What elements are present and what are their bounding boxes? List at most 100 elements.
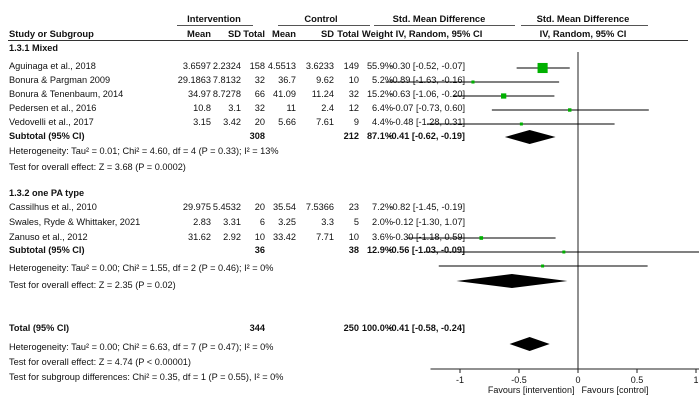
smd-ci-value: -0.56 [-1.03, -0.09] — [388, 245, 465, 255]
study-effect-marker — [537, 62, 548, 74]
intervention-total: 6 — [259, 217, 265, 227]
x-tick-label: -1 — [456, 375, 464, 385]
intervention-total: 344 — [249, 323, 265, 333]
summary-diamond — [509, 337, 550, 351]
header-smd-title: Std. Mean Difference — [392, 13, 486, 24]
study-effect-marker — [519, 122, 523, 126]
intervention-sd: 7.8132 — [212, 75, 241, 85]
header-i-sd: SD — [227, 28, 241, 39]
header-plot-sub: IV, Random, 95% CI — [539, 28, 627, 39]
intervention-mean: 34.97 — [188, 89, 211, 99]
study-effect-marker — [562, 250, 566, 254]
weight-value: 2.0% — [372, 217, 393, 227]
study-name: Zanuso et al., 2012 — [9, 232, 88, 242]
study-name: Swales, Ryde & Whittaker, 2021 — [9, 217, 141, 227]
x-tick-label: 1 — [693, 375, 698, 385]
intervention-sd: 3.42 — [223, 117, 241, 127]
control-total: 12 — [348, 103, 359, 113]
control-total: 38 — [348, 245, 359, 255]
control-mean: 33.42 — [273, 232, 296, 242]
footnote: Heterogeneity: Tau² = 0.00; Chi² = 1.55,… — [9, 263, 274, 273]
smd-ci-value: -0.41 [-0.62, -0.19] — [388, 131, 465, 141]
control-total: 32 — [348, 89, 359, 99]
intervention-total: 66 — [254, 89, 265, 99]
header-c-sd: SD — [320, 28, 334, 39]
smd-ci-value: -0.30 [-1.18, 0.59] — [392, 232, 465, 242]
intervention-mean: 2.83 — [193, 217, 211, 227]
subtotal-label: Total (95% CI) — [9, 323, 70, 333]
control-mean: 11 — [286, 103, 296, 113]
header-group-rule — [521, 25, 648, 26]
control-sd: 11.24 — [311, 89, 334, 99]
control-sd: 7.5366 — [305, 202, 334, 212]
intervention-sd: 2.2324 — [212, 61, 241, 71]
intervention-mean: 3.6597 — [182, 61, 211, 71]
study-effect-marker — [541, 264, 545, 268]
header-weight: Weight — [361, 28, 393, 39]
intervention-total: 20 — [254, 117, 265, 127]
footnote: Test for subgroup differences: Chi² = 0.… — [9, 372, 284, 382]
control-total: 10 — [348, 75, 359, 85]
study-effect-marker — [471, 80, 475, 84]
control-sd: 9.62 — [316, 75, 334, 85]
weight-value: 7.2% — [372, 202, 393, 212]
footnote: Heterogeneity: Tau² = 0.00; Chi² = 6.63,… — [9, 342, 274, 352]
control-total: 250 — [343, 323, 359, 333]
subgroup-heading: 1.3.2 one PA type — [9, 188, 85, 198]
control-sd: 2.4 — [321, 103, 334, 113]
weight-value: 87.1% — [366, 131, 393, 141]
study-name: Cassilhus et al., 2010 — [9, 202, 97, 212]
footnote: Test for overall effect: Z = 2.35 (P = 0… — [9, 280, 176, 290]
study-name: Bonura & Tenenbaum, 2014 — [9, 89, 124, 99]
header-group-rule — [278, 25, 370, 26]
weight-value: 4.4% — [372, 117, 393, 127]
control-mean: 3.25 — [278, 217, 296, 227]
smd-ci-value: -0.48 [-1.28, 0.31] — [392, 117, 465, 127]
intervention-mean: 3.15 — [193, 117, 211, 127]
intervention-total: 158 — [249, 61, 265, 71]
control-mean: 41.09 — [273, 89, 296, 99]
header-c-total: Total — [337, 28, 359, 39]
control-sd: 3.6233 — [305, 61, 334, 71]
footnote: Test for overall effect: Z = 4.74 (P < 0… — [9, 357, 191, 367]
intervention-sd: 3.1 — [228, 103, 241, 113]
intervention-total: 308 — [249, 131, 265, 141]
summary-diamond — [504, 130, 556, 144]
smd-ci-value: -0.89 [-1.63, -0.16] — [389, 75, 465, 85]
control-mean: 35.54 — [273, 202, 296, 212]
summary-diamond — [456, 274, 568, 288]
control-mean: 5.66 — [278, 117, 296, 127]
intervention-mean: 10.8 — [193, 103, 211, 113]
smd-ci-value: -0.07 [-0.73, 0.60] — [392, 103, 465, 113]
control-total: 23 — [348, 202, 359, 212]
study-name: Pedersen et al., 2016 — [9, 103, 97, 113]
intervention-total: 20 — [254, 202, 265, 212]
header-smd-sub: IV, Random, 95% CI — [395, 28, 483, 39]
favours-intervention-label: Favours [intervention] — [488, 385, 575, 395]
intervention-sd: 5.4532 — [212, 202, 241, 212]
study-effect-marker — [501, 93, 507, 99]
smd-ci-value: -0.12 [-1.30, 1.07] — [392, 217, 465, 227]
header-study: Study or Subgroup — [9, 28, 94, 39]
header-intervention: Intervention — [187, 13, 241, 24]
control-sd: 7.71 — [316, 232, 334, 242]
study-name: Vedovelli et al., 2017 — [9, 117, 94, 127]
control-total: 5 — [353, 217, 359, 227]
header-group-rule — [177, 25, 253, 26]
intervention-sd: 2.92 — [223, 232, 241, 242]
footnote: Test for overall effect: Z = 3.68 (P = 0… — [9, 162, 186, 172]
control-mean: 36.7 — [278, 75, 296, 85]
smd-ci-value: -0.30 [-0.52, -0.07] — [389, 61, 465, 71]
footnote: Heterogeneity: Tau² = 0.01; Chi² = 4.60,… — [9, 146, 279, 156]
intervention-mean: 31.62 — [188, 232, 211, 242]
subtotal-label: Subtotal (95% CI) — [9, 245, 85, 255]
control-total: 149 — [343, 61, 359, 71]
header-i-mean: Mean — [187, 28, 211, 39]
header-divider — [8, 40, 688, 41]
intervention-mean: 29.1863 — [177, 75, 211, 85]
study-name: Bonura & Pargman 2009 — [9, 75, 111, 85]
header-control: Control — [304, 13, 338, 24]
weight-value: 6.4% — [372, 103, 393, 113]
control-total: 212 — [343, 131, 359, 141]
